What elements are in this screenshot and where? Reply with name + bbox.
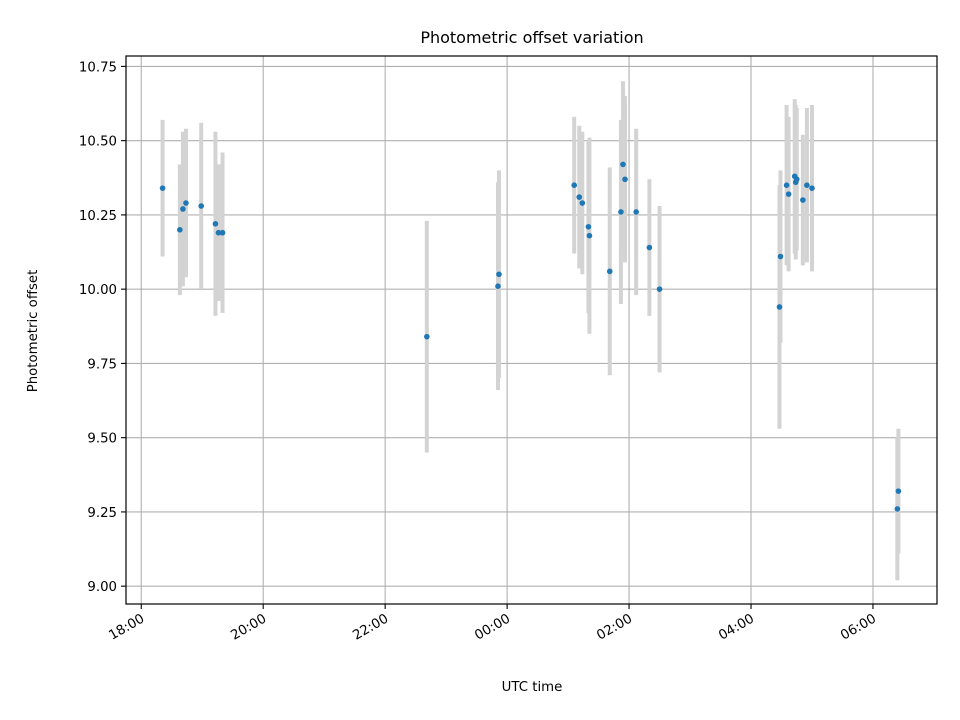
y-tick-label: 9.00 xyxy=(87,580,117,595)
data-point xyxy=(198,203,205,209)
data-point xyxy=(620,161,626,168)
y-tick-label: 9.75 xyxy=(87,357,117,372)
data-point xyxy=(776,304,783,310)
y-tick-label: 10.00 xyxy=(79,283,117,298)
data-point xyxy=(571,182,577,189)
data-point xyxy=(618,209,624,215)
data-point xyxy=(177,226,183,233)
data-point xyxy=(656,286,663,292)
data-point xyxy=(785,191,792,197)
data-point xyxy=(424,333,430,340)
data-point xyxy=(800,197,806,203)
y-tick-label: 10.25 xyxy=(79,209,117,224)
data-point xyxy=(809,185,815,191)
plot-frame xyxy=(125,55,938,605)
data-point xyxy=(606,268,613,275)
data-point xyxy=(894,506,901,512)
data-point xyxy=(633,209,639,215)
x-axis-title: UTC time xyxy=(502,680,563,695)
data-point xyxy=(586,232,593,239)
data-point xyxy=(215,229,222,236)
data-points xyxy=(159,161,902,512)
data-point xyxy=(793,176,800,183)
y-tick-label: 9.50 xyxy=(87,432,117,447)
data-point xyxy=(495,283,501,289)
y-tick-label: 10.50 xyxy=(79,135,117,150)
data-point xyxy=(777,253,784,260)
data-point xyxy=(585,223,592,230)
y-axis-title: Photometric offset xyxy=(26,270,41,393)
data-point xyxy=(496,271,502,278)
data-point xyxy=(646,244,653,251)
data-point xyxy=(622,176,628,183)
data-point xyxy=(212,221,219,227)
y-tick-label: 9.25 xyxy=(87,506,117,521)
y-tick-label: 10.75 xyxy=(79,60,117,75)
data-point xyxy=(804,182,810,189)
data-point xyxy=(576,194,583,200)
data-point xyxy=(180,206,186,212)
data-point xyxy=(783,182,790,189)
data-point xyxy=(895,488,902,494)
data-point xyxy=(159,185,166,191)
chart-title: Photometric offset variation xyxy=(420,28,643,47)
data-point xyxy=(183,200,189,206)
data-point xyxy=(579,200,586,206)
y-axis: 9.00 9.25 9.50 9.75 10.00 10.25 10.50 10.75 xyxy=(79,60,126,595)
data-point xyxy=(219,229,226,236)
